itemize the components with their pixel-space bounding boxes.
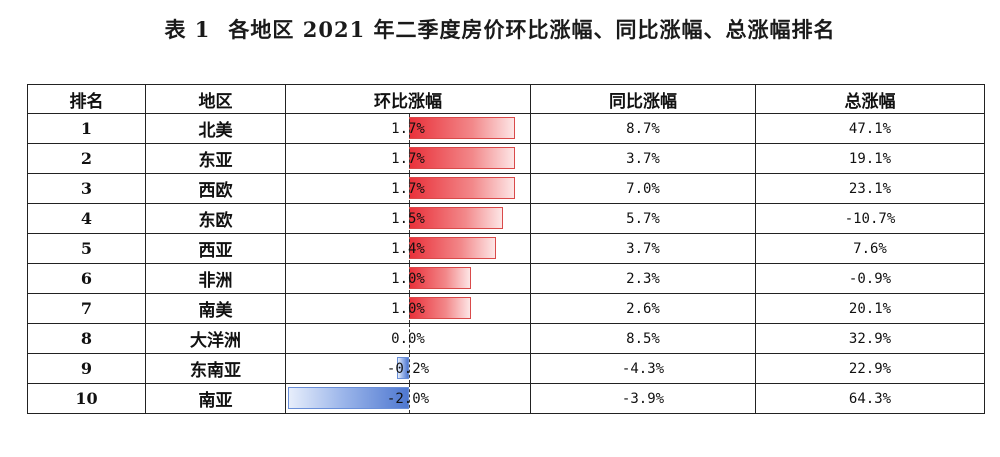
total-cell: 7.6% — [755, 233, 985, 264]
mom-cell: -0.2% — [285, 353, 531, 384]
table-row: 2 东亚 1.7% 3.7% 19.1% — [27, 143, 985, 174]
yoy-cell: 2.6% — [530, 293, 756, 324]
yoy-cell: 5.7% — [530, 203, 756, 234]
header-region: 地区 — [145, 84, 286, 114]
table-row: 8 大洋洲 0.0% 8.5% 32.9% — [27, 323, 985, 354]
mom-cell: 1.7% — [285, 113, 531, 144]
yoy-cell: 7.0% — [530, 173, 756, 204]
mom-cell: -2.0% — [285, 383, 531, 414]
header-yoy: 同比涨幅 — [530, 84, 756, 114]
yoy-cell: 2.3% — [530, 263, 756, 294]
region-cell: 非洲 — [145, 263, 286, 294]
mom-value: 1.0% — [391, 270, 425, 287]
rank-cell: 8 — [27, 323, 146, 354]
table-row: 10 南亚 -2.0% -3.9% 64.3% — [27, 383, 985, 414]
zero-axis — [409, 384, 410, 413]
table-row: 7 南美 1.0% 2.6% 20.1% — [27, 293, 985, 324]
table-row: 5 西亚 1.4% 3.7% 7.6% — [27, 233, 985, 264]
rank-cell: 3 — [27, 173, 146, 204]
header-mom: 环比涨幅 — [285, 84, 531, 114]
region-cell: 西亚 — [145, 233, 286, 264]
table-row: 6 非洲 1.0% 2.3% -0.9% — [27, 263, 985, 294]
table-body: 1 北美 1.7% 8.7% 47.1% 2 东亚 1.7% 3.7% 19.1% 3 西欧 1.7% 7… — [27, 113, 985, 414]
header-total: 总涨幅 — [755, 84, 985, 114]
yoy-cell: -3.9% — [530, 383, 756, 414]
zero-axis — [409, 354, 410, 383]
region-cell: 南美 — [145, 293, 286, 324]
region-cell: 西欧 — [145, 173, 286, 204]
table-row: 1 北美 1.7% 8.7% 47.1% — [27, 113, 985, 144]
rank-cell: 4 — [27, 203, 146, 234]
total-cell: 20.1% — [755, 293, 985, 324]
mom-value: 1.7% — [391, 120, 425, 137]
total-cell: 32.9% — [755, 323, 985, 354]
rank-cell: 1 — [27, 113, 146, 144]
zero-axis — [409, 234, 410, 263]
yoy-cell: 3.7% — [530, 233, 756, 264]
table-row: 3 西欧 1.7% 7.0% 23.1% — [27, 173, 985, 204]
mom-value: 1.0% — [391, 300, 425, 317]
zero-axis — [409, 174, 410, 203]
mom-value: 1.5% — [391, 210, 425, 227]
header-row: 排名 地区 环比涨幅 同比涨幅 总涨幅 — [27, 84, 985, 114]
mom-value: -0.2% — [386, 360, 430, 377]
mom-cell: 1.7% — [285, 143, 531, 174]
zero-axis — [409, 324, 410, 353]
rank-cell: 5 — [27, 233, 146, 264]
mom-bar — [396, 357, 409, 379]
mom-cell: 0.0% — [285, 323, 531, 354]
mom-value: 1.7% — [391, 180, 425, 197]
table-row: 4 东欧 1.5% 5.7% -10.7% — [27, 203, 985, 234]
region-cell: 大洋洲 — [145, 323, 286, 354]
table-number: 表 1 — [164, 17, 211, 42]
mom-value: 1.7% — [391, 150, 425, 167]
mom-cell: 1.5% — [285, 203, 531, 234]
mom-value: 0.0% — [391, 330, 425, 347]
yoy-cell: -4.3% — [530, 353, 756, 384]
rank-cell: 9 — [27, 353, 146, 384]
rank-cell: 7 — [27, 293, 146, 324]
total-cell: 47.1% — [755, 113, 985, 144]
table-row: 9 东南亚 -0.2% -4.3% 22.9% — [27, 353, 985, 384]
zero-axis — [409, 204, 410, 233]
total-cell: 22.9% — [755, 353, 985, 384]
table-caption: 表 1 各地区 2021 年二季度房价环比涨幅、同比涨幅、总涨幅排名 — [0, 14, 1000, 44]
mom-cell: 1.7% — [285, 173, 531, 204]
rank-cell: 2 — [27, 143, 146, 174]
yoy-cell: 8.5% — [530, 323, 756, 354]
table-title: 各地区 2021 年二季度房价环比涨幅、同比涨幅、总涨幅排名 — [228, 17, 836, 42]
ranking-table: 排名 地区 环比涨幅 同比涨幅 总涨幅 1 北美 1.7% 8.7% 47.1% 2 东亚 1… — [27, 84, 985, 414]
region-cell: 东南亚 — [145, 353, 286, 384]
region-cell: 北美 — [145, 113, 286, 144]
total-cell: -10.7% — [755, 203, 985, 234]
mom-cell: 1.4% — [285, 233, 531, 264]
region-cell: 南亚 — [145, 383, 286, 414]
header-rank: 排名 — [27, 84, 146, 114]
mom-cell: 1.0% — [285, 263, 531, 294]
zero-axis — [409, 264, 410, 293]
total-cell: 64.3% — [755, 383, 985, 414]
rank-cell: 6 — [27, 263, 146, 294]
mom-value: 1.4% — [391, 240, 425, 257]
total-cell: 23.1% — [755, 173, 985, 204]
zero-axis — [409, 144, 410, 173]
mom-cell: 1.0% — [285, 293, 531, 324]
mom-bar — [288, 387, 409, 409]
zero-axis — [409, 114, 410, 143]
region-cell: 东亚 — [145, 143, 286, 174]
total-cell: -0.9% — [755, 263, 985, 294]
zero-axis — [409, 294, 410, 323]
total-cell: 19.1% — [755, 143, 985, 174]
yoy-cell: 8.7% — [530, 113, 756, 144]
yoy-cell: 3.7% — [530, 143, 756, 174]
rank-cell: 10 — [27, 383, 146, 414]
region-cell: 东欧 — [145, 203, 286, 234]
mom-value: -2.0% — [386, 390, 430, 407]
